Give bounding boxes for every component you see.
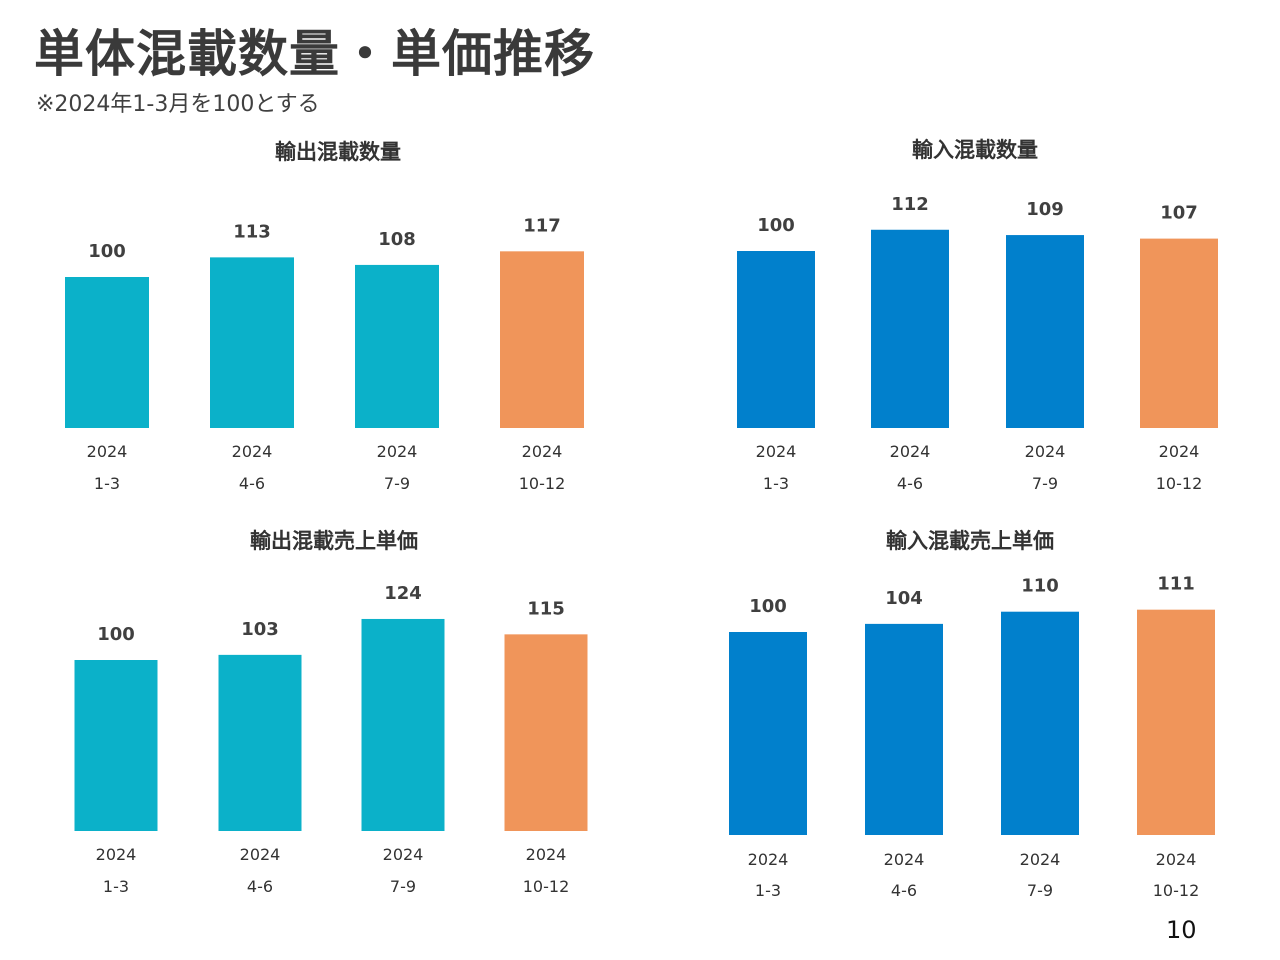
chart-4-bar-4 xyxy=(1137,609,1215,835)
chart-title-3: 輸出混載売上単価 xyxy=(250,529,418,553)
chart-1-tick-year-1: 2024 xyxy=(87,442,128,461)
chart-1-tick-period-2: 4-6 xyxy=(239,474,265,493)
chart-4-tick-period-4: 10-12 xyxy=(1153,881,1200,900)
chart-2-data-label-2: 112 xyxy=(891,194,929,215)
chart-2-tick-year-3: 2024 xyxy=(1025,442,1066,461)
chart-1-data-label-1: 100 xyxy=(88,241,126,262)
chart-4-tick-period-2: 4-6 xyxy=(891,881,917,900)
chart-1-bar-2 xyxy=(210,257,294,428)
chart-title-1: 輸出混載数量 xyxy=(275,140,401,164)
chart-2-data-label-1: 100 xyxy=(757,215,795,236)
chart-4-tick-year-4: 2024 xyxy=(1156,850,1197,869)
chart-4-tick-year-3: 2024 xyxy=(1020,850,1061,869)
chart-title-2: 輸入混載数量 xyxy=(912,138,1038,162)
chart-3-bar-2 xyxy=(218,654,302,831)
chart-3-data-label-1: 100 xyxy=(97,624,135,645)
chart-4-tick-year-1: 2024 xyxy=(748,850,789,869)
chart-1-tick-year-2: 2024 xyxy=(232,442,273,461)
chart-3-data-label-3: 124 xyxy=(384,583,422,604)
chart-3-tick-year-3: 2024 xyxy=(383,845,424,864)
chart-2-tick-year-1: 2024 xyxy=(756,442,797,461)
chart-4-tick-year-2: 2024 xyxy=(884,850,925,869)
chart-4-bar-2 xyxy=(865,623,943,835)
chart-2-tick-period-4: 10-12 xyxy=(1156,474,1203,493)
chart-3-bar-1 xyxy=(74,660,158,831)
chart-4-data-label-4: 111 xyxy=(1157,574,1195,595)
chart-4-tick-period-1: 1-3 xyxy=(755,881,781,900)
chart-4-data-label-2: 104 xyxy=(885,588,923,609)
chart-1-bar-4 xyxy=(500,251,584,428)
chart-1-tick-period-4: 10-12 xyxy=(519,474,566,493)
chart-1-data-label-4: 117 xyxy=(523,215,561,236)
chart-3-tick-year-2: 2024 xyxy=(240,845,281,864)
chart-4-data-label-1: 100 xyxy=(749,596,787,617)
chart-3-bar-3 xyxy=(361,618,445,831)
chart-1-data-label-2: 113 xyxy=(233,221,271,242)
chart-2-data-label-3: 109 xyxy=(1026,199,1064,220)
chart-2-bar-4 xyxy=(1140,238,1218,428)
chart-1-bar-3 xyxy=(355,264,439,428)
chart-1-tick-year-4: 2024 xyxy=(522,442,563,461)
chart-3-data-label-4: 115 xyxy=(527,598,565,619)
chart-3-data-label-2: 103 xyxy=(241,619,279,640)
chart-3-tick-year-4: 2024 xyxy=(526,845,567,864)
chart-4-bar-3 xyxy=(1001,611,1079,835)
chart-2-bar-2 xyxy=(871,229,949,428)
chart-3-tick-period-3: 7-9 xyxy=(390,877,416,896)
chart-title-4: 輸入混載売上単価 xyxy=(886,529,1054,553)
chart-1-tick-period-3: 7-9 xyxy=(384,474,410,493)
chart-2-tick-year-2: 2024 xyxy=(890,442,931,461)
chart-2-tick-period-1: 1-3 xyxy=(763,474,789,493)
chart-1-data-label-3: 108 xyxy=(378,229,416,250)
chart-2-tick-period-3: 7-9 xyxy=(1032,474,1058,493)
page-note: ※2024年1-3月を100とする xyxy=(36,92,320,117)
chart-2-tick-period-2: 4-6 xyxy=(897,474,923,493)
chart-1-tick-year-3: 2024 xyxy=(377,442,418,461)
chart-3-tick-period-2: 4-6 xyxy=(247,877,273,896)
chart-2-data-label-4: 107 xyxy=(1160,203,1198,224)
chart-2-bar-1 xyxy=(737,251,815,428)
page-number: 10 xyxy=(1166,916,1197,944)
page-title: 単体混載数量・単価推移 xyxy=(34,25,595,83)
chart-3-tick-period-1: 1-3 xyxy=(103,877,129,896)
chart-2-bar-3 xyxy=(1006,235,1084,428)
chart-3-bar-4 xyxy=(504,634,588,831)
chart-4-data-label-3: 110 xyxy=(1021,576,1059,597)
chart-3-tick-period-4: 10-12 xyxy=(523,877,570,896)
chart-3-tick-year-1: 2024 xyxy=(96,845,137,864)
chart-2-tick-year-4: 2024 xyxy=(1159,442,1200,461)
chart-1-bar-1 xyxy=(65,277,149,428)
chart-4-bar-1 xyxy=(729,632,807,835)
chart-4-tick-period-3: 7-9 xyxy=(1027,881,1053,900)
chart-1-tick-period-1: 1-3 xyxy=(94,474,120,493)
